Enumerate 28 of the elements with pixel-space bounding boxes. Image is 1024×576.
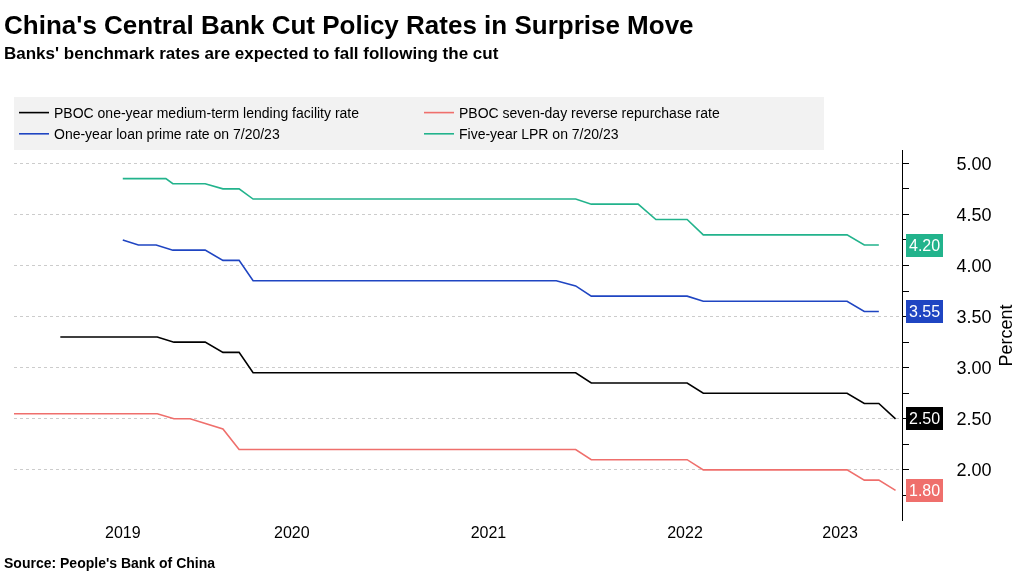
legend-label: One-year loan prime rate on 7/20/23	[54, 126, 280, 143]
data-label: 4.20	[909, 237, 941, 254]
legend-label: PBOC one-year medium-term lending facility rate	[54, 105, 360, 122]
x-tick-label: 2021	[470, 524, 507, 541]
legend-label: PBOC seven-day reverse repurchase rate	[459, 105, 720, 122]
line-series	[14, 412, 897, 492]
x-tick-label: 2020	[274, 524, 310, 541]
line-series	[59, 336, 897, 420]
y-tick-label: 4.00	[956, 255, 992, 276]
y-tick-label: 4.50	[956, 204, 992, 225]
x-tick-label: 2019	[104, 524, 141, 541]
chart-subtitle: Banks' benchmark rates are expected to fall following the cut	[4, 44, 499, 63]
y-tick-label: 2.50	[956, 409, 992, 430]
x-tick-label: 2022	[667, 524, 703, 541]
x-tick-label: 2023	[822, 524, 858, 541]
line-series	[121, 239, 880, 313]
legend-label: Five-year LPR on 7/20/23	[459, 126, 619, 143]
data-label: 3.55	[909, 303, 941, 320]
source-note: Source: People's Bank of China	[4, 555, 216, 571]
data-label: 2.50	[909, 410, 941, 427]
y-tick-label: 2.00	[956, 460, 992, 481]
y-tick-label: 3.50	[956, 306, 992, 327]
line-series	[121, 177, 880, 246]
data-label: 1.80	[909, 482, 941, 499]
chart-title: China's Central Bank Cut Policy Rates in Surprise Move	[4, 10, 694, 40]
y-tick-label: 3.00	[956, 357, 992, 378]
y-tick-label: 5.00	[956, 153, 992, 174]
y-axis-title: Percent	[995, 304, 1016, 367]
